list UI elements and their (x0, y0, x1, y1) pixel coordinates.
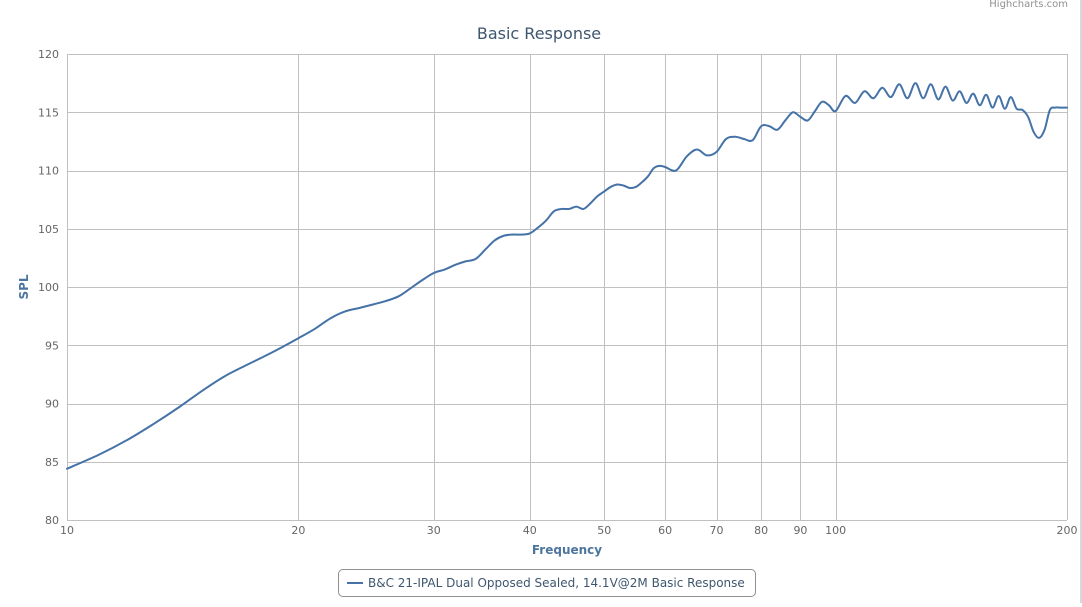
x-tick-label: 100 (825, 524, 846, 537)
x-axis-title: Frequency (532, 543, 602, 557)
x-tick-label: 70 (710, 524, 724, 537)
y-tick-label: 120 (38, 48, 59, 61)
legend-swatch (347, 582, 363, 584)
x-tick-label: 200 (1057, 524, 1078, 537)
y-tick-label: 110 (38, 165, 59, 178)
series-layer (66, 82, 1068, 470)
y-tick-label: 100 (38, 281, 59, 294)
legend[interactable]: B&C 21-IPAL Dual Opposed Sealed, 14.1V@2… (338, 569, 756, 597)
y-tick-labels: 80 85 90 95 100 105 110 115 120 (38, 48, 59, 527)
x-tick-label: 90 (793, 524, 807, 537)
y-tick-label: 115 (38, 106, 59, 119)
x-tick-label: 20 (291, 524, 305, 537)
x-tick-label: 30 (427, 524, 441, 537)
chart-title: Basic Response (477, 24, 601, 43)
y-axis-title: SPL (17, 274, 31, 299)
x-tick-label: 80 (754, 524, 768, 537)
y-tick-label: 80 (45, 514, 59, 527)
credits-link[interactable]: Highcharts.com (989, 0, 1068, 10)
y-tick-label: 95 (45, 339, 59, 352)
y-tick-label: 85 (45, 456, 59, 469)
y-tick-label: 105 (38, 223, 59, 236)
y-tick-label: 90 (45, 398, 59, 411)
x-tick-labels: 10 20 30 40 50 60 70 80 90 100 200 (60, 524, 1078, 537)
x-grid (67, 54, 1068, 520)
x-tick-label: 60 (658, 524, 672, 537)
right-edge-border (1080, 0, 1082, 603)
series-line-0[interactable] (66, 82, 1068, 470)
legend-item-label: B&C 21-IPAL Dual Opposed Sealed, 14.1V@2… (368, 576, 745, 590)
x-tick-label: 40 (523, 524, 537, 537)
x-tick-label: 10 (60, 524, 74, 537)
x-tick-label: 50 (597, 524, 611, 537)
